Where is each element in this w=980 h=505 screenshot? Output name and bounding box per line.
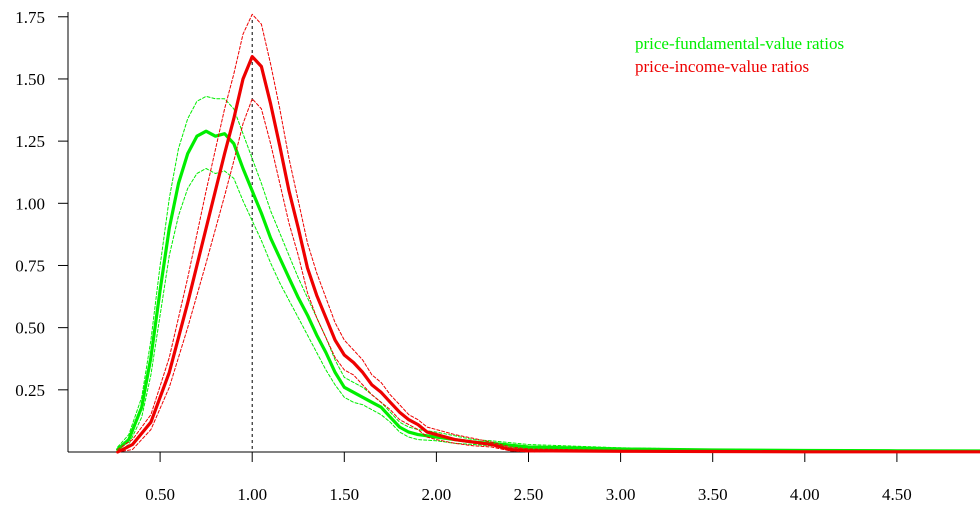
- y-tick-label: 1.00: [15, 194, 45, 213]
- x-tick-label: 2.50: [514, 485, 544, 504]
- y-tick-label: 0.50: [15, 319, 45, 338]
- y-tick-label: 1.75: [15, 8, 45, 27]
- red-density-line: [116, 55, 980, 454]
- x-tick-label: 3.00: [606, 485, 636, 504]
- y-tick-label: 0.75: [15, 256, 45, 275]
- legend-label-green: price-fundamental-value ratios: [635, 34, 844, 53]
- green-density-line: [116, 129, 980, 453]
- series-group: [116, 13, 980, 454]
- x-tick-label: 4.50: [882, 485, 912, 504]
- red-band-line: [117, 13, 980, 452]
- tick-group: 0.50 1.00 1.50 2.00 2.50 3.00 3.50 4.00 4.50 0.25…: [15, 8, 912, 504]
- green-band-line: [117, 168, 980, 453]
- x-tick-label: 4.00: [790, 485, 820, 504]
- x-tick-label: 1.00: [237, 485, 267, 504]
- x-tick-label: 3.50: [698, 485, 728, 504]
- legend: price-fundamental-value ratios price-inc…: [635, 34, 844, 76]
- x-tick-label: 0.50: [145, 485, 175, 504]
- red-band-line: [117, 98, 980, 453]
- legend-label-red: price-income-value ratios: [635, 57, 809, 76]
- y-tick-label: 1.25: [15, 132, 45, 151]
- x-tick-label: 2.00: [422, 485, 452, 504]
- y-tick-label: 1.50: [15, 70, 45, 89]
- green-band-line: [117, 95, 980, 451]
- x-tick-label: 1.50: [329, 485, 359, 504]
- y-tick-label: 0.25: [15, 381, 45, 400]
